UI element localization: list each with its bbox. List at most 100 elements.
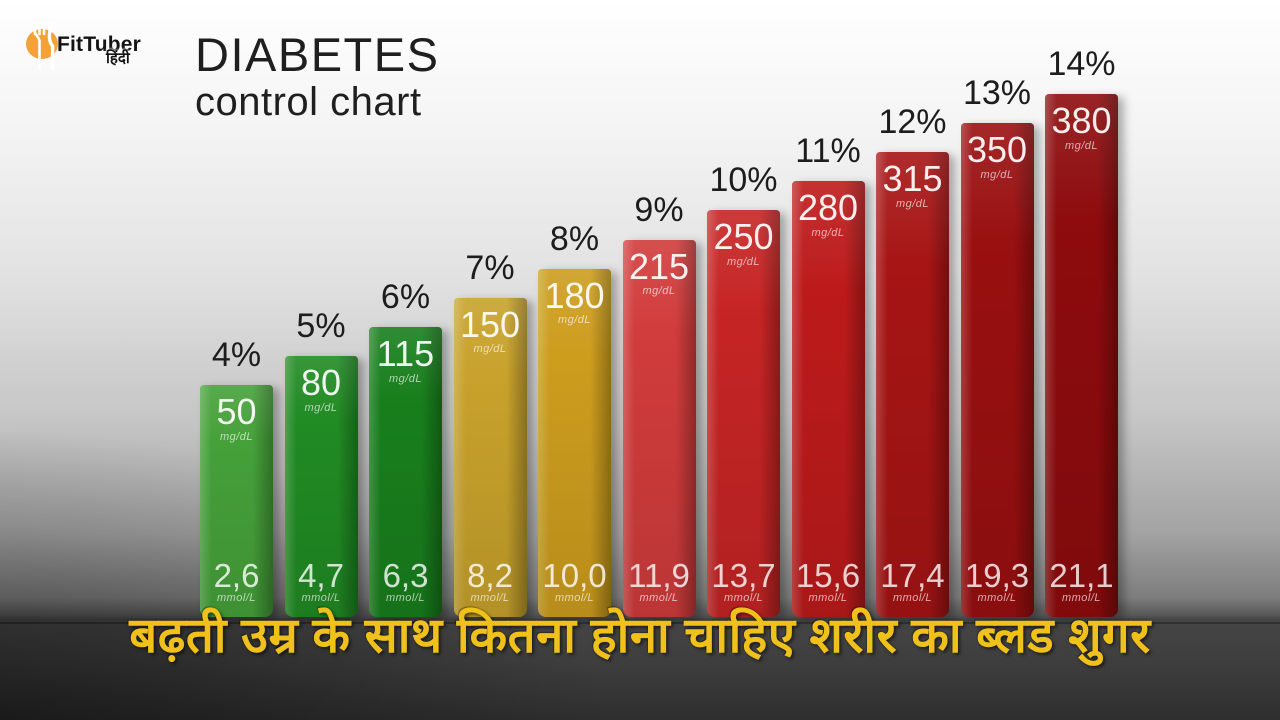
bar-mg-unit: mg/dL	[1064, 139, 1099, 152]
bar-mmol-unit: mmol/L	[301, 591, 341, 604]
bar-mg-value: 80	[300, 361, 342, 403]
bar-bottom-value-group: 17,4 mmol/L	[876, 559, 949, 605]
bar-mg-value: 380	[1051, 100, 1112, 141]
bar-mmol-value: 2,6	[213, 556, 260, 594]
bar-shading	[960, 123, 1034, 617]
chart-title-line1: DIABETES	[195, 28, 440, 81]
bar-shading	[538, 268, 611, 617]
chart-bar: 315 mg/dL 17,4 mmol/L	[876, 152, 949, 617]
bar-percent-label: 12%	[878, 103, 947, 142]
bar-mg-unit: mg/dL	[219, 430, 254, 443]
bar-bottom-value-group: 19,3 mmol/L	[961, 559, 1034, 605]
bar-mg-value: 150	[459, 303, 521, 345]
bar-mg-value: 215	[628, 245, 690, 287]
bar-mg-value: 350	[966, 129, 1028, 171]
bar-top-value-group: 315 mg/dL	[876, 160, 949, 211]
bar-mmol-value: 8,2	[467, 556, 513, 594]
bar-mmol-value: 11,9	[628, 556, 690, 594]
bar-top-value-group: 380 mg/dL	[1045, 102, 1118, 153]
bar-mmol-unit: mmol/L	[385, 591, 426, 604]
bar-mg-value: 50	[216, 391, 257, 432]
bar-bottom-value-group: 6,3 mmol/L	[369, 559, 442, 605]
bar-mmol-unit: mmol/L	[554, 591, 595, 604]
bar-mmol-value: 6,3	[382, 556, 429, 594]
bar-top-value-group: 215 mg/dL	[623, 245, 696, 299]
chart-bar: 180 mg/dL 10,0 mmol/L	[538, 268, 611, 617]
bar-mmol-unit: mmol/L	[892, 591, 933, 604]
bar-top-value-group: 115 mg/dL	[369, 332, 442, 386]
bar-mg-unit: mg/dL	[473, 343, 507, 356]
bar-shading	[453, 297, 527, 617]
bar-mmol-unit: mmol/L	[723, 591, 764, 604]
bar-mmol-value: 19,3	[964, 556, 1030, 594]
chart-bar: 50 mg/dL 2,6 mmol/L	[200, 385, 273, 617]
bar-mg-unit: mg/dL	[642, 285, 676, 298]
bar-mmol-value: 10,0	[542, 556, 607, 594]
bar-top-value-group: 280 mg/dL	[792, 189, 865, 240]
bar-shading	[284, 355, 358, 617]
bar-mg-unit: mg/dL	[726, 256, 761, 269]
bar-mg-unit: mg/dL	[557, 314, 592, 327]
bar-mmol-unit: mmol/L	[808, 591, 848, 604]
bar-percent-label: 13%	[962, 74, 1032, 113]
bar-mmol-unit: mmol/L	[977, 591, 1017, 604]
bar-percent-label: 4%	[211, 336, 262, 374]
bar-mg-value: 115	[376, 332, 435, 374]
bar-mg-unit: mg/dL	[388, 372, 423, 385]
bar-shading	[369, 326, 442, 617]
hindi-caption: बढ़ती उम्र के साथ कितना होना चाहिए शरीर …	[129, 609, 1151, 663]
bar-percent-label: 9%	[634, 190, 684, 229]
chart-bar: 215 mg/dL 11,9 mmol/L	[622, 239, 696, 617]
bar-shading	[707, 210, 780, 617]
bar-shading	[200, 385, 273, 617]
bar-mg-unit: mg/dL	[304, 401, 338, 414]
bar-mg-value: 315	[882, 158, 943, 200]
chart-bar: 280 mg/dL 15,6 mmol/L	[791, 181, 865, 617]
chart-bar: 380 mg/dL 21,1 mmol/L	[1045, 94, 1118, 617]
bar-mmol-value: 17,4	[880, 556, 945, 594]
bar-top-value-group: 150 mg/dL	[454, 303, 527, 357]
chart-title-line2: control chart	[195, 80, 422, 125]
logo-brand-text: FitTuber	[57, 33, 142, 56]
bar-top-value-group: 350 mg/dL	[961, 131, 1034, 182]
bar-top-value-group: 80 mg/dL	[285, 364, 358, 415]
bar-shading	[622, 239, 696, 617]
bar-bottom-value-group: 21,1 mmol/L	[1045, 559, 1118, 605]
bar-percent-label: 10%	[709, 161, 778, 200]
chart-bar: 115 mg/dL 6,3 mmol/L	[369, 326, 442, 617]
bar-bottom-value-group: 2,6 mmol/L	[200, 559, 273, 605]
fork-knife-icon	[33, 22, 55, 70]
bar-percent-label: 8%	[549, 219, 600, 258]
bar-bottom-value-group: 15,6 mmol/L	[792, 559, 865, 605]
bar-percent-label: 14%	[1047, 45, 1116, 83]
bar-mg-unit: mg/dL	[811, 227, 845, 240]
bar-top-value-group: 50 mg/dL	[200, 393, 273, 444]
bar-percent-label: 11%	[795, 132, 861, 171]
bar-mmol-value: 13,7	[711, 556, 776, 594]
bar-mmol-value: 21,1	[1049, 556, 1114, 594]
bar-bottom-value-group: 4,7 mmol/L	[285, 559, 358, 605]
bar-top-value-group: 250 mg/dL	[707, 218, 780, 269]
bar-mg-value: 280	[797, 187, 859, 229]
bar-mmol-value: 15,6	[795, 556, 861, 594]
bar-mmol-unit: mmol/L	[470, 591, 510, 604]
chart-bar: 250 mg/dL 13,7 mmol/L	[707, 210, 780, 617]
bar-top-value-group: 180 mg/dL	[538, 274, 611, 328]
chart-bar: 80 mg/dL 4,7 mmol/L	[284, 355, 358, 617]
bar-mg-value: 180	[544, 274, 605, 316]
chart-baseline	[0, 622, 1280, 624]
bar-bottom-value-group: 13,7 mmol/L	[707, 559, 780, 605]
bar-percent-label: 7%	[465, 248, 515, 287]
bar-shading	[1045, 94, 1118, 617]
bar-percent-label: 5%	[296, 306, 346, 345]
chart-title: DIABETES control chart	[195, 30, 439, 125]
bar-mmol-unit: mmol/L	[1061, 591, 1102, 604]
chart-bar: 150 mg/dL 8,2 mmol/L	[453, 297, 527, 617]
bar-mmol-unit: mmol/L	[639, 591, 679, 604]
bar-mg-unit: mg/dL	[895, 197, 930, 210]
bar-bottom-value-group: 11,9 mmol/L	[623, 559, 696, 605]
bar-shading	[791, 181, 865, 617]
bar-bottom-value-group: 10,0 mmol/L	[538, 559, 611, 605]
bar-mg-value: 250	[713, 216, 774, 258]
